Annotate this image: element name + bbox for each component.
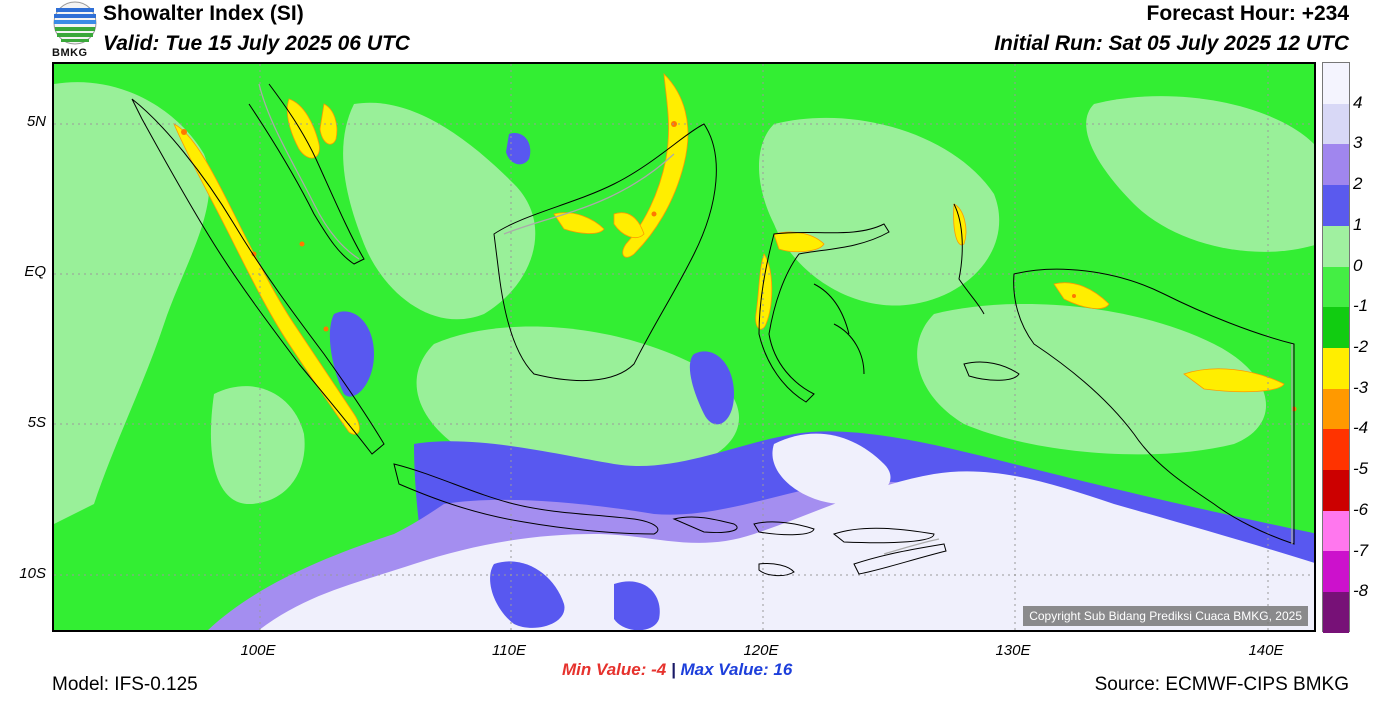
- min-max-values: Min Value: -4 | Max Value: 16: [562, 660, 792, 680]
- legend-label: 3: [1353, 133, 1363, 153]
- legend-swatch: [1323, 307, 1349, 348]
- legend-swatch: [1323, 388, 1349, 430]
- lat-label-10s: 10S: [19, 565, 46, 582]
- country-borders: [258, 83, 1293, 555]
- lat-label-eq: EQ: [24, 263, 46, 280]
- si-field-map: [54, 64, 1314, 630]
- legend-label: -8: [1353, 581, 1369, 601]
- max-value: 16: [773, 660, 793, 679]
- legend-swatch: [1323, 551, 1349, 593]
- legend-swatch: [1323, 592, 1349, 633]
- lon-label-140e: 140E: [1248, 642, 1284, 659]
- lat-label-5n: 5N: [26, 113, 46, 130]
- bmkg-globe-icon: [53, 1, 97, 45]
- legend-swatch: [1323, 510, 1349, 552]
- min-value: -4: [651, 660, 667, 679]
- legend-label: -1: [1353, 296, 1369, 316]
- legend-swatch: [1323, 103, 1349, 145]
- legend-swatch: [1323, 266, 1349, 308]
- lon-label-130e: 130E: [995, 642, 1031, 659]
- grid-lines: [54, 64, 1314, 630]
- lat-label-5s: 5S: [27, 414, 46, 431]
- legend-swatch: [1323, 429, 1349, 471]
- legend-label: 0: [1353, 255, 1363, 275]
- legend-swatch: [1323, 225, 1349, 267]
- legend-swatch: [1323, 185, 1349, 226]
- max-value-label: Max Value:: [680, 660, 769, 679]
- legend-swatch: [1323, 470, 1349, 511]
- logo-text: BMKG: [52, 47, 88, 59]
- legend-label: 4: [1353, 92, 1363, 112]
- coastlines: [131, 83, 1295, 577]
- legend-label: -4: [1353, 418, 1369, 438]
- legend-label: -6: [1353, 499, 1369, 519]
- legend-label: 1: [1353, 214, 1363, 234]
- legend-swatch: [1323, 347, 1349, 389]
- lon-label-120e: 120E: [743, 642, 779, 659]
- lon-label-100e: 100E: [240, 642, 276, 659]
- legend-label: -5: [1353, 459, 1369, 479]
- legend-label: 2: [1353, 174, 1363, 194]
- map-panel: Copyright Sub Bidang Prediksi Cuaca BMKG…: [52, 62, 1316, 632]
- initial-run: Initial Run: Sat 05 July 2025 12 UTC: [994, 32, 1349, 55]
- min-value-label: Min Value:: [562, 660, 647, 679]
- color-legend: [1322, 62, 1350, 633]
- model-name: Model: IFS-0.125: [52, 674, 198, 695]
- legend-label: -3: [1353, 377, 1369, 397]
- orange-specks: [181, 121, 1297, 412]
- lon-label-110e: 110E: [492, 642, 526, 659]
- valid-time: Valid: Tue 15 July 2025 06 UTC: [103, 32, 410, 55]
- blue-patches: [490, 561, 660, 630]
- chart-title: Showalter Index (SI): [103, 2, 304, 25]
- min-max-separator: |: [670, 660, 676, 679]
- legend-swatch: [1323, 144, 1349, 186]
- legend-label: -2: [1353, 337, 1369, 356]
- forecast-hour: Forecast Hour: +234: [1146, 2, 1350, 25]
- data-source: Source: ECMWF-CIPS BMKG: [1094, 674, 1349, 695]
- legend-swatch: [1323, 63, 1349, 104]
- copyright-note: Copyright Sub Bidang Prediksi Cuaca BMKG…: [1023, 606, 1308, 626]
- bmkg-logo: [50, 0, 100, 60]
- legend-label: -7: [1353, 540, 1369, 560]
